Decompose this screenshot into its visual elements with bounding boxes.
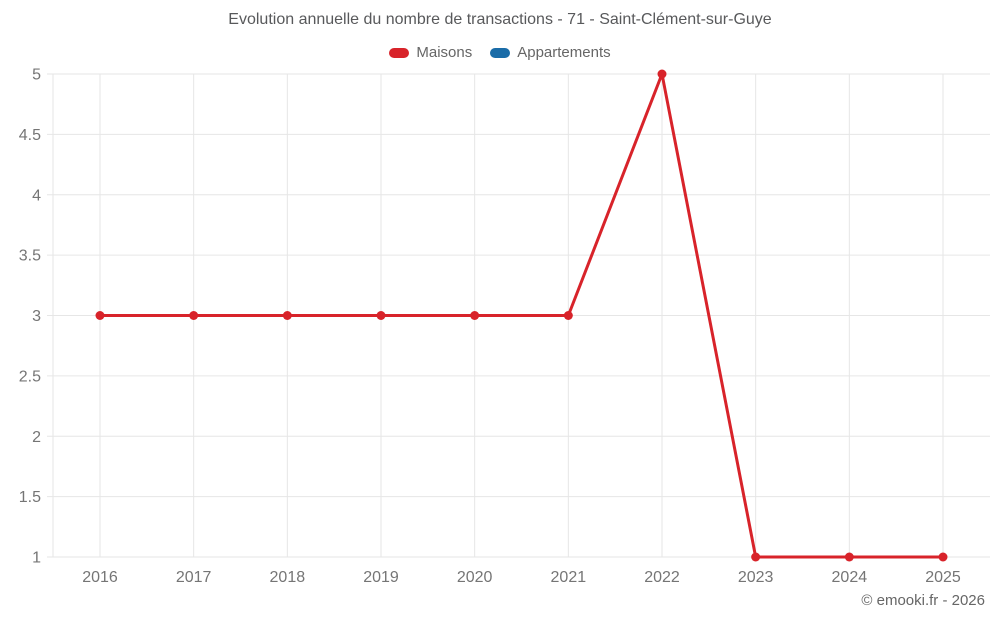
y-tick-label: 3 (32, 308, 41, 325)
maisons-legend-swatch-icon (389, 47, 410, 58)
data-point-maisons[interactable] (376, 311, 386, 320)
legend-item-appartements[interactable]: Appartements (490, 44, 611, 61)
legend-item-maisons[interactable]: Maisons (389, 44, 472, 61)
data-point-maisons[interactable] (844, 552, 854, 562)
data-point-maisons[interactable] (751, 552, 761, 562)
data-point-maisons[interactable] (189, 311, 199, 320)
legend-label-maisons: Maisons (416, 44, 473, 61)
y-tick-label: 3.5 (19, 248, 41, 265)
legend: Maisons Appartements (0, 44, 1000, 61)
y-tick-label: 2 (32, 429, 41, 446)
x-tick-label: 2024 (832, 569, 868, 586)
y-tick-label: 5 (32, 67, 41, 84)
y-tick-label: 4.5 (19, 127, 41, 144)
data-point-maisons[interactable] (95, 311, 105, 320)
appartements-legend-swatch-icon (490, 47, 511, 58)
x-tick-label: 2022 (644, 569, 680, 586)
data-point-maisons[interactable] (657, 69, 667, 79)
y-tick-label: 4 (32, 187, 41, 204)
x-tick-label: 2018 (270, 569, 306, 586)
data-point-maisons[interactable] (938, 552, 948, 562)
y-tick-label: 2.5 (19, 368, 41, 385)
series-line-maisons (98, 72, 945, 559)
x-tick-label: 2016 (82, 569, 118, 586)
x-tick-label: 2025 (925, 569, 961, 586)
copyright: © emooki.fr - 2026 (861, 592, 985, 609)
data-point-maisons[interactable] (282, 311, 292, 320)
x-tick-label: 2017 (176, 569, 212, 586)
data-point-maisons[interactable] (563, 311, 573, 320)
x-tick-label: 2020 (457, 569, 493, 586)
legend-label-appartements: Appartements (517, 44, 611, 61)
x-tick-label: 2021 (551, 569, 587, 586)
y-tick-label: 1.5 (19, 489, 41, 506)
x-tick-label: 2019 (363, 569, 399, 586)
data-point-maisons[interactable] (470, 311, 480, 320)
chart-title: Evolution annuelle du nombre de transact… (228, 11, 772, 28)
x-tick-label: 2023 (738, 569, 774, 586)
y-tick-label: 1 (32, 550, 41, 567)
